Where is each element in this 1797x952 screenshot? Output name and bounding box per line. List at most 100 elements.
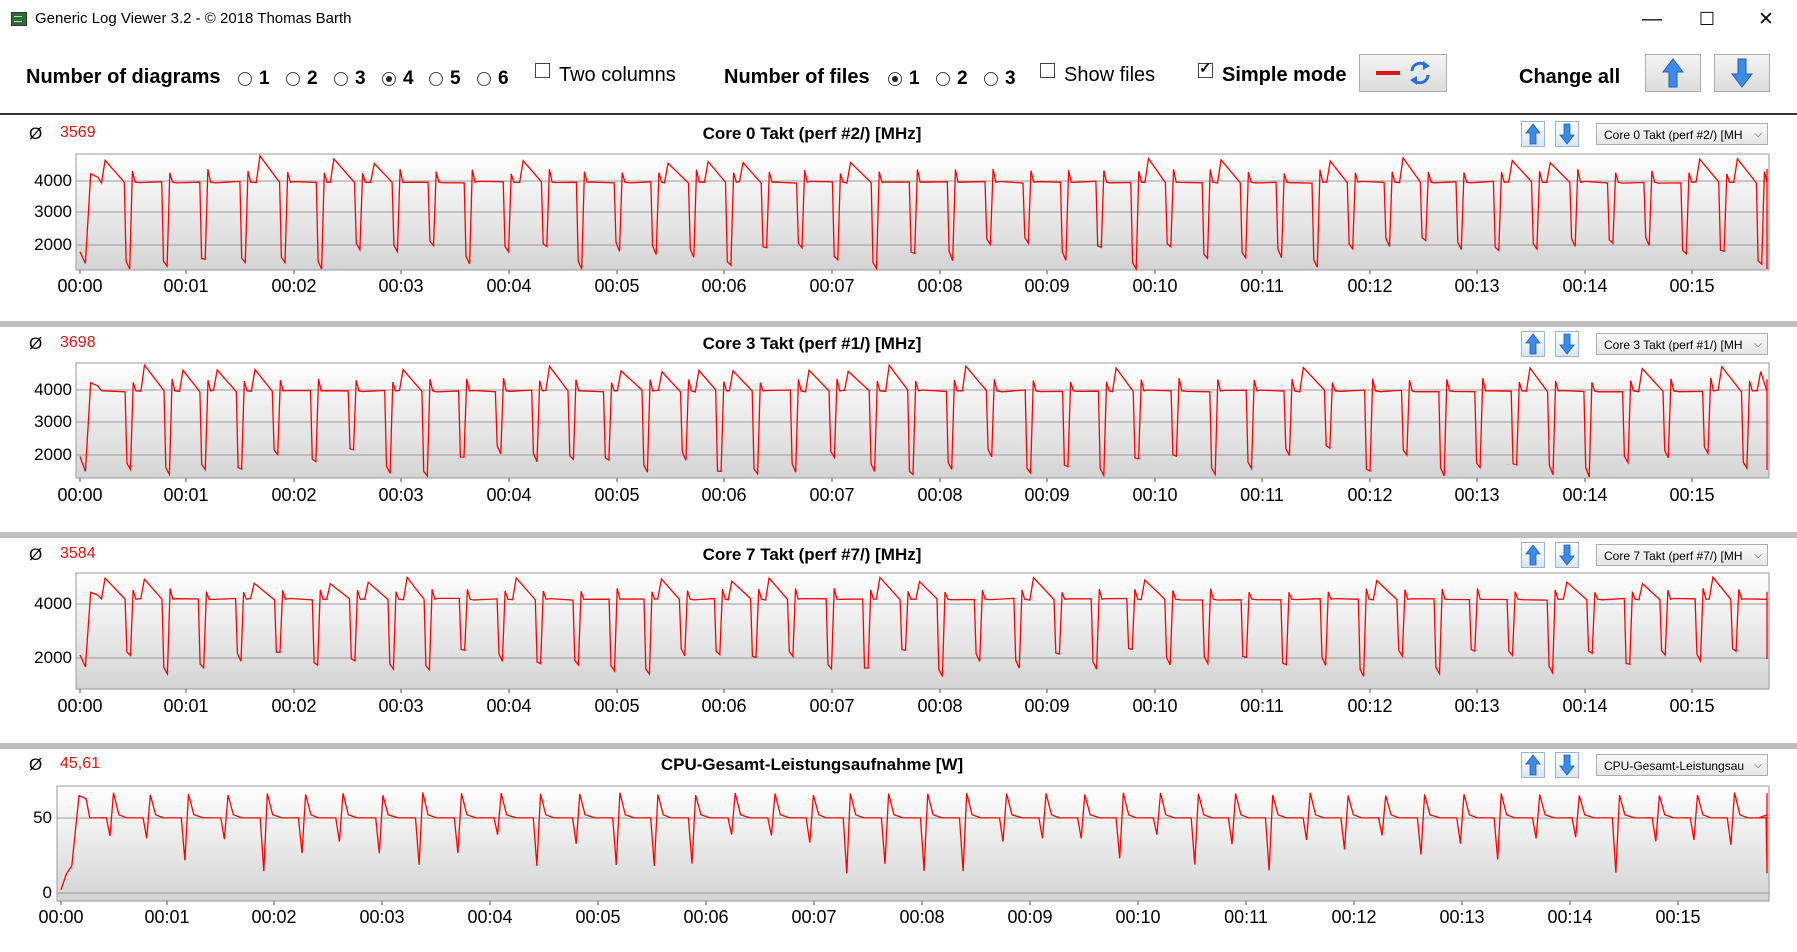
close-button[interactable]: ✕ — [1758, 8, 1774, 30]
sensor-select[interactable]: Core 0 Takt (perf #2/) [MH ⌵ — [1596, 123, 1768, 145]
diagram-move-up-button[interactable] — [1521, 542, 1545, 568]
simple-mode-box[interactable] — [1198, 59, 1213, 78]
average-symbol: Ø — [29, 124, 43, 143]
series-line — [79, 363, 1768, 478]
diagram-move-down-button[interactable] — [1555, 542, 1579, 568]
x-tick-label: 00:14 — [1562, 696, 1608, 716]
line-style-button[interactable] — [1359, 54, 1447, 92]
change-all-up-button[interactable] — [1645, 54, 1701, 92]
x-tick-label: 00:02 — [271, 485, 317, 505]
average-value: 3569 — [60, 124, 96, 141]
sensor-select[interactable]: Core 7 Takt (perf #7/) [MH ⌵ — [1596, 544, 1768, 566]
files-radio-label: 3 — [1005, 68, 1016, 89]
panel-divider[interactable] — [0, 743, 1797, 749]
arrow-up-icon — [1661, 58, 1685, 88]
x-tick-label: 00:12 — [1347, 276, 1393, 296]
show-files-box[interactable] — [1040, 63, 1055, 78]
x-tick-label: 00:06 — [701, 276, 747, 296]
x-tick-label: 00:04 — [486, 276, 532, 296]
diagrams-radio-circle[interactable] — [429, 72, 443, 86]
x-tick-label: 00:07 — [809, 696, 855, 716]
two-columns-box[interactable] — [535, 63, 550, 78]
diagram-move-down-button[interactable] — [1555, 121, 1579, 147]
number-of-diagrams-label: Number of diagrams — [26, 66, 221, 88]
refresh-icon — [1410, 61, 1430, 85]
sensor-select-value: Core 7 Takt (perf #7/) [MH — [1604, 549, 1743, 563]
x-tick-label: 00:10 — [1115, 907, 1161, 927]
x-tick-label: 00:13 — [1454, 276, 1500, 296]
x-tick-label: 00:03 — [378, 485, 424, 505]
diagrams-radio-label: 5 — [450, 68, 461, 89]
app-icon — [11, 12, 27, 26]
x-tick-label: 00:05 — [575, 907, 621, 927]
x-tick-label: 00:05 — [594, 696, 640, 716]
diagram-move-down-button[interactable] — [1555, 752, 1579, 778]
series-line — [60, 792, 1768, 891]
x-tick-label: 00:15 — [1669, 276, 1715, 296]
diagrams-radio-circle[interactable] — [382, 72, 396, 86]
files-radio-3[interactable]: 3 — [984, 68, 1016, 90]
minimize-button[interactable]: — — [1642, 7, 1662, 30]
y-tick-label: 4000 — [34, 594, 72, 613]
files-radio-2[interactable]: 2 — [936, 68, 968, 90]
diagram-move-up-button[interactable] — [1521, 752, 1545, 778]
x-tick-label: 00:00 — [57, 485, 103, 505]
sensor-select-value: Core 3 Takt (perf #1/) [MH — [1604, 338, 1743, 352]
diagrams-radio-6[interactable]: 6 — [477, 68, 509, 90]
show-files-checkbox[interactable]: Show files — [1040, 63, 1155, 87]
arrow-up-icon — [1525, 333, 1541, 355]
sensor-select-value: CPU-Gesamt-Leistungsau — [1604, 759, 1745, 773]
diagram-move-up-button[interactable] — [1521, 121, 1545, 147]
arrow-up-icon — [1525, 123, 1541, 145]
panel-divider[interactable] — [0, 321, 1797, 327]
line-chart — [75, 572, 1770, 693]
chevron-down-icon: ⌵ — [1754, 129, 1762, 140]
diagrams-radio-label: 4 — [403, 68, 414, 89]
change-all-down-button[interactable] — [1714, 54, 1770, 92]
files-radio-circle[interactable] — [984, 72, 998, 86]
diagram-move-up-button[interactable] — [1521, 331, 1545, 357]
diagrams-radio-5[interactable]: 5 — [429, 68, 461, 90]
diagrams-radio-circle[interactable] — [238, 72, 252, 86]
x-tick-label: 00:06 — [701, 696, 747, 716]
diagrams-radio-label: 2 — [307, 68, 318, 89]
x-tick-label: 00:14 — [1562, 276, 1608, 296]
x-tick-label: 00:05 — [594, 485, 640, 505]
panel-divider[interactable] — [0, 532, 1797, 538]
simple-mode-label: Simple mode — [1222, 64, 1347, 86]
maximize-button[interactable]: ☐ — [1698, 8, 1716, 29]
diagrams-radio-3[interactable]: 3 — [334, 68, 366, 90]
chevron-down-icon: ⌵ — [1754, 339, 1762, 350]
x-tick-label: 00:09 — [1007, 907, 1053, 927]
y-tick-label: 50 — [33, 808, 52, 827]
average-symbol: Ø — [29, 755, 43, 774]
diagram-title: CPU-Gesamt-Leistungsaufnahme [W] — [660, 755, 964, 774]
diagrams-radio-4[interactable]: 4 — [382, 68, 414, 90]
files-radio-circle[interactable] — [888, 72, 902, 86]
two-columns-checkbox[interactable]: Two columns — [535, 63, 676, 87]
diagrams-radio-2[interactable]: 2 — [286, 68, 318, 90]
diagrams-radio-circle[interactable] — [477, 72, 491, 86]
files-radio-circle[interactable] — [936, 72, 950, 86]
diagrams-radio-circle[interactable] — [334, 72, 348, 86]
diagrams-radio-circle[interactable] — [286, 72, 300, 86]
x-tick-label: 00:07 — [809, 485, 855, 505]
x-tick-label: 00:02 — [271, 276, 317, 296]
diagrams-radio-label: 3 — [355, 68, 366, 89]
sensor-select[interactable]: Core 3 Takt (perf #1/) [MH ⌵ — [1596, 333, 1768, 355]
x-tick-label: 00:13 — [1454, 696, 1500, 716]
x-tick-label: 00:11 — [1240, 485, 1284, 505]
y-tick-label: 2000 — [34, 648, 72, 667]
line-chart — [56, 785, 1770, 905]
x-tick-label: 00:00 — [38, 907, 84, 927]
files-radio-1[interactable]: 1 — [888, 68, 920, 90]
y-tick-label: 4000 — [34, 171, 72, 190]
arrow-down-icon — [1559, 123, 1575, 145]
diagram-move-down-button[interactable] — [1555, 331, 1579, 357]
diagrams-radio-1[interactable]: 1 — [238, 68, 270, 90]
change-all-label: Change all — [1519, 66, 1621, 88]
sensor-select[interactable]: CPU-Gesamt-Leistungsau ⌵ — [1596, 754, 1768, 776]
plot-area — [75, 572, 1770, 690]
arrow-up-icon — [1525, 544, 1541, 566]
simple-mode-checkbox[interactable]: Simple mode — [1198, 59, 1347, 87]
